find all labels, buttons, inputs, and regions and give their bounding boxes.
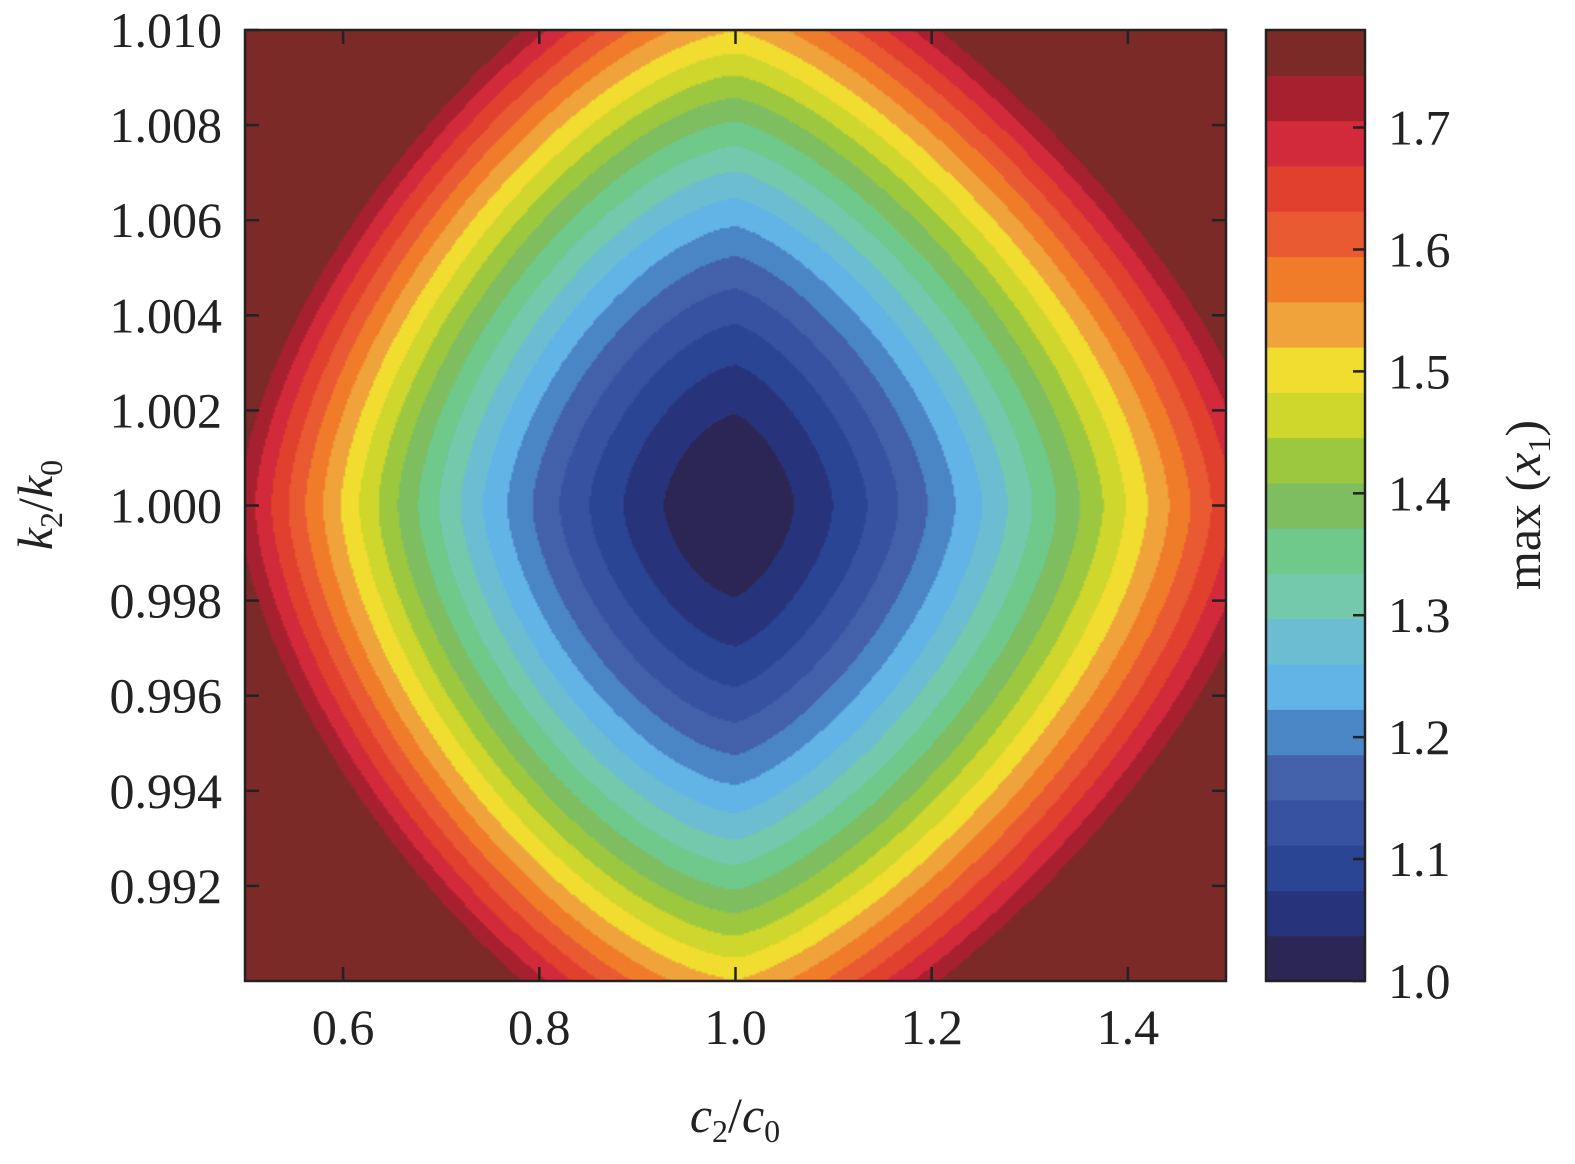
y-tick-label: 1.002 <box>110 382 223 438</box>
x-axis-sub: 2 <box>712 1113 728 1149</box>
colorbar-tick-label: 1.0 <box>1388 953 1451 1009</box>
colorbar-band <box>1266 75 1365 122</box>
colorbar-band <box>1266 437 1365 484</box>
y-tick-label: 1.010 <box>110 2 223 58</box>
colorbar-band <box>1266 799 1365 846</box>
colorbar-tick-label: 1.3 <box>1388 587 1451 643</box>
y-tick-label: 0.992 <box>110 858 223 914</box>
x-axis-title: c2/c0 <box>690 1087 780 1149</box>
colorbar-band <box>1266 709 1365 756</box>
x-tick-label: 0.8 <box>508 999 571 1055</box>
colorbar-tick-label: 1.2 <box>1388 709 1451 765</box>
colorbar-band <box>1266 754 1365 801</box>
x-tick-label: 1.4 <box>1097 999 1160 1055</box>
x-axis-ticks: 0.6 0.8 1.0 1.2 1.4 <box>312 30 1159 1055</box>
heatmap-field <box>245 30 1226 981</box>
colorbar-band <box>1266 664 1365 710</box>
colorbar-band <box>1266 618 1365 665</box>
colorbar-title-post: ) <box>1495 420 1551 437</box>
colorbar-title-var: x <box>1495 453 1551 476</box>
colorbar-band <box>1266 528 1365 575</box>
x-tick-label: 1.2 <box>900 999 963 1055</box>
y-tick-label: 1.000 <box>110 478 223 534</box>
x-tick-label: 0.6 <box>312 999 375 1055</box>
colorbar-band <box>1266 347 1365 393</box>
colorbar-tick-label: 1.6 <box>1388 221 1451 277</box>
colorbar-tick-label: 1.5 <box>1388 343 1451 399</box>
colorbar-band <box>1266 30 1365 76</box>
y-tick-label: 1.008 <box>110 97 223 153</box>
y-axis-var: k <box>7 527 63 550</box>
colorbar-band <box>1266 935 1365 982</box>
colorbar-band <box>1266 256 1365 303</box>
colorbar-band <box>1266 392 1365 439</box>
colorbar-title: max (x1) <box>1495 420 1557 590</box>
colorbar-band <box>1266 890 1365 937</box>
y-axis-sub2: 0 <box>33 460 69 476</box>
y-tick-label: 1.004 <box>110 287 223 343</box>
y-axis-title: k2/k0 <box>7 460 69 550</box>
x-axis-var2: c <box>742 1087 764 1143</box>
x-axis-slash: / <box>728 1087 742 1143</box>
colorbar-tick-label: 1.1 <box>1388 831 1451 887</box>
colorbar-tick-label: 1.4 <box>1388 465 1451 521</box>
y-tick-label: 0.994 <box>110 763 223 819</box>
y-axis-slash: / <box>7 498 63 512</box>
y-axis-sub: 2 <box>33 512 69 528</box>
colorbar-tick-label: 1.7 <box>1388 100 1451 156</box>
colorbar-frame <box>1264 28 1367 983</box>
x-axis-var: c <box>690 1087 712 1143</box>
colorbar-title-pre: max ( <box>1495 475 1551 590</box>
colorbar <box>1266 30 1365 982</box>
colorbar-band <box>1266 211 1365 258</box>
y-tick-label: 1.006 <box>110 192 223 248</box>
colorbar-band <box>1266 573 1365 620</box>
y-axis-ticks: 0.992 0.994 0.996 0.998 1.000 1.002 1.004 1.006… <box>110 2 1226 914</box>
colorbar-ticks: 1.0 1.1 1.2 1.3 1.4 1.5 1.6 1.7 <box>1353 100 1451 1009</box>
heatmap-plot-area <box>245 30 1226 981</box>
y-tick-label: 0.996 <box>110 668 223 724</box>
colorbar-band <box>1266 301 1365 348</box>
y-axis-var2: k <box>7 475 63 498</box>
y-tick-label: 0.998 <box>110 573 223 629</box>
x-tick-label: 1.0 <box>704 999 767 1055</box>
x-axis-sub2: 0 <box>764 1113 780 1149</box>
colorbar-band <box>1266 845 1365 892</box>
colorbar-title-sub: 1 <box>1521 437 1557 453</box>
colorbar-band <box>1266 165 1365 212</box>
colorbar-band <box>1266 120 1365 167</box>
colorbar-band <box>1266 482 1365 529</box>
